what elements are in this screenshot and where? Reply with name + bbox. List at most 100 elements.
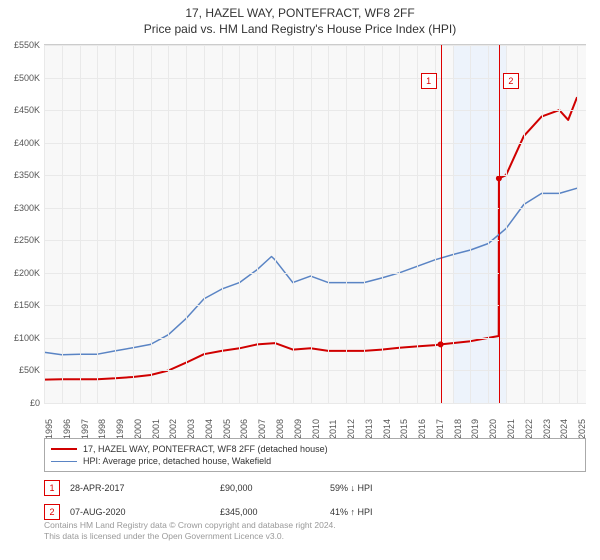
x-tick-label: 1997 <box>80 419 90 439</box>
x-gridline <box>168 45 169 403</box>
x-gridline <box>382 45 383 403</box>
x-gridline <box>151 45 152 403</box>
x-tick-label: 1998 <box>97 419 107 439</box>
x-tick-label: 2013 <box>364 419 374 439</box>
y-gridline <box>44 338 586 339</box>
y-tick-label: £150K <box>0 300 40 310</box>
y-tick-label: £100K <box>0 333 40 343</box>
sale-price: £345,000 <box>220 507 330 517</box>
x-gridline <box>186 45 187 403</box>
x-tick-label: 2021 <box>506 419 516 439</box>
plot-region: £0£50K£100K£150K£200K£250K£300K£350K£400… <box>44 44 586 403</box>
y-gridline <box>44 110 586 111</box>
x-gridline <box>506 45 507 403</box>
sale-marker-line <box>499 45 500 403</box>
y-tick-label: £200K <box>0 268 40 278</box>
x-gridline <box>542 45 543 403</box>
x-gridline <box>275 45 276 403</box>
x-gridline <box>311 45 312 403</box>
y-tick-label: £500K <box>0 73 40 83</box>
y-tick-label: £0 <box>0 398 40 408</box>
legend-item: 17, HAZEL WAY, PONTEFRACT, WF8 2FF (deta… <box>51 443 579 455</box>
sale-vs-hpi: 59% ↓ HPI <box>330 483 530 493</box>
chart-subtitle: Price paid vs. HM Land Registry's House … <box>0 20 600 36</box>
x-tick-label: 2004 <box>204 419 214 439</box>
x-gridline <box>524 45 525 403</box>
sale-date: 28-APR-2017 <box>70 483 220 493</box>
y-gridline <box>44 305 586 306</box>
x-tick-label: 2012 <box>346 419 356 439</box>
sale-vs-hpi: 41% ↑ HPI <box>330 507 530 517</box>
x-gridline <box>115 45 116 403</box>
x-tick-label: 2006 <box>239 419 249 439</box>
x-tick-label: 2024 <box>559 419 569 439</box>
y-tick-label: £450K <box>0 105 40 115</box>
x-tick-label: 2015 <box>399 419 409 439</box>
x-gridline <box>44 45 45 403</box>
line-series-svg <box>44 45 586 403</box>
y-tick-label: £300K <box>0 203 40 213</box>
x-tick-label: 2011 <box>328 420 338 439</box>
legend-swatch-blue <box>51 461 77 462</box>
y-gridline <box>44 273 586 274</box>
x-tick-label: 2008 <box>275 419 285 439</box>
x-gridline <box>80 45 81 403</box>
y-tick-label: £250K <box>0 235 40 245</box>
x-tick-label: 2009 <box>293 419 303 439</box>
sale-marker-line <box>441 45 442 403</box>
legend-label: 17, HAZEL WAY, PONTEFRACT, WF8 2FF (deta… <box>83 444 328 454</box>
x-gridline <box>222 45 223 403</box>
x-gridline <box>399 45 400 403</box>
y-gridline <box>44 208 586 209</box>
x-tick-label: 2023 <box>542 419 552 439</box>
x-tick-label: 2002 <box>168 419 178 439</box>
x-gridline <box>204 45 205 403</box>
sales-row: 1 28-APR-2017 £90,000 59% ↓ HPI <box>44 476 586 500</box>
x-tick-label: 1999 <box>115 419 125 439</box>
x-gridline <box>97 45 98 403</box>
sales-table: 1 28-APR-2017 £90,000 59% ↓ HPI 2 07-AUG… <box>44 476 586 524</box>
x-gridline <box>346 45 347 403</box>
y-tick-label: £50K <box>0 365 40 375</box>
x-gridline <box>364 45 365 403</box>
x-tick-label: 2000 <box>133 419 143 439</box>
sale-price: £90,000 <box>220 483 330 493</box>
x-tick-label: 2007 <box>257 419 267 439</box>
x-tick-label: 1996 <box>62 419 72 439</box>
y-tick-label: £550K <box>0 40 40 50</box>
y-gridline <box>44 403 586 404</box>
x-gridline <box>293 45 294 403</box>
x-tick-label: 2005 <box>222 419 232 439</box>
y-gridline <box>44 240 586 241</box>
footer-line: Contains HM Land Registry data © Crown c… <box>44 520 586 531</box>
sale-date: 07-AUG-2020 <box>70 507 220 517</box>
x-tick-label: 2020 <box>488 419 498 439</box>
x-tick-label: 2022 <box>524 419 534 439</box>
y-tick-label: £400K <box>0 138 40 148</box>
legend: 17, HAZEL WAY, PONTEFRACT, WF8 2FF (deta… <box>44 438 586 472</box>
x-gridline <box>453 45 454 403</box>
chart-title: 17, HAZEL WAY, PONTEFRACT, WF8 2FF <box>0 0 600 20</box>
y-gridline <box>44 143 586 144</box>
y-gridline <box>44 175 586 176</box>
x-tick-label: 2014 <box>382 419 392 439</box>
sale-marker-badge: 1 <box>421 73 437 89</box>
footer-line: This data is licensed under the Open Gov… <box>44 531 586 542</box>
sale-badge-icon: 1 <box>44 480 60 496</box>
x-tick-label: 2003 <box>186 419 196 439</box>
legend-swatch-red <box>51 448 77 450</box>
y-gridline <box>44 45 586 46</box>
x-gridline <box>62 45 63 403</box>
x-gridline <box>577 45 578 403</box>
x-tick-label: 2018 <box>453 419 463 439</box>
x-gridline <box>133 45 134 403</box>
footer-attribution: Contains HM Land Registry data © Crown c… <box>44 520 586 543</box>
x-gridline <box>328 45 329 403</box>
x-gridline <box>417 45 418 403</box>
x-tick-label: 2019 <box>470 419 480 439</box>
x-tick-label: 1995 <box>44 419 54 439</box>
x-tick-label: 2001 <box>151 419 161 439</box>
x-tick-label: 2016 <box>417 419 427 439</box>
x-gridline <box>559 45 560 403</box>
x-gridline <box>435 45 436 403</box>
